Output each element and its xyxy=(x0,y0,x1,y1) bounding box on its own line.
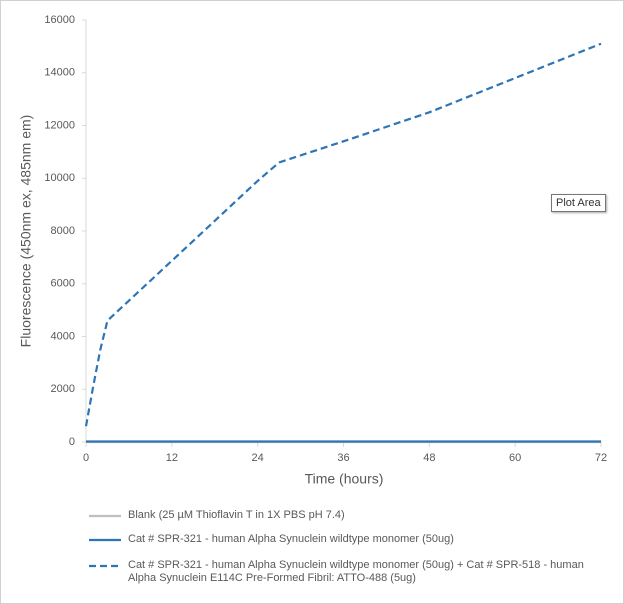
x-tick-label: 60 xyxy=(509,452,521,464)
legend-item: Blank (25 µM Thioflavin T in 1X PBS pH 7… xyxy=(89,509,606,522)
legend-swatch xyxy=(89,514,121,518)
series-line xyxy=(84,42,602,427)
y-tick-label: 0 xyxy=(69,436,75,448)
y-axis-title: Fluorescence (450nm ex, 485nm em) xyxy=(18,115,34,348)
legend-label: Cat # SPR-321 - human Alpha Synuclein wi… xyxy=(128,559,584,584)
legend-swatch xyxy=(89,564,121,568)
x-tick-label: 36 xyxy=(337,452,349,464)
x-tick-label: 48 xyxy=(423,452,435,464)
y-tick-label: 2000 xyxy=(51,383,75,395)
x-tick-label: 0 xyxy=(83,452,89,464)
y-tick-label: 8000 xyxy=(51,225,75,237)
x-tick-label: 24 xyxy=(252,452,264,464)
x-tick-label: 72 xyxy=(595,452,607,464)
y-tick-label: 16000 xyxy=(44,14,75,26)
chart: Fluorescence (450nm ex, 485nm em) Time (… xyxy=(18,14,607,487)
x-tick-label: 12 xyxy=(166,452,178,464)
legend-label: Blank (25 µM Thioflavin T in 1X PBS pH 7… xyxy=(128,509,345,521)
y-tick-label: 6000 xyxy=(51,278,75,290)
legend-label: Cat # SPR-321 - human Alpha Synuclein wi… xyxy=(128,533,454,545)
legend-item: Cat # SPR-321 - human Alpha Synuclein wi… xyxy=(89,533,606,546)
legend-swatch xyxy=(89,538,121,542)
plot-area-tooltip: Plot Area xyxy=(551,194,606,212)
y-tick-label: 12000 xyxy=(44,119,75,131)
y-tick-label: 4000 xyxy=(51,330,75,342)
y-tick-label: 14000 xyxy=(44,67,75,79)
legend-item: Cat # SPR-321 - human Alpha Synuclein wi… xyxy=(89,559,606,585)
y-tick-label: 10000 xyxy=(44,172,75,184)
x-axis-title: Time (hours) xyxy=(305,471,384,487)
